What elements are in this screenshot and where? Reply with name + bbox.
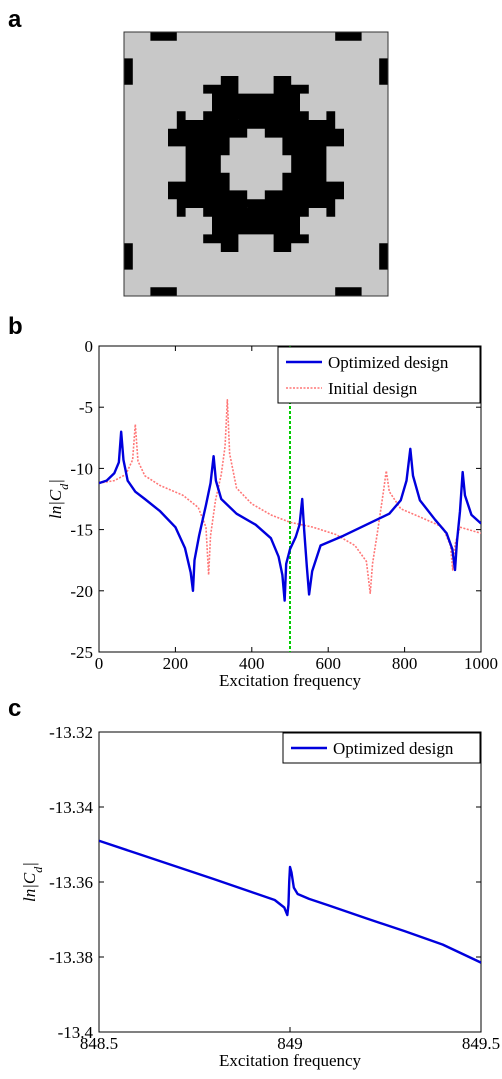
- x-tick-label: 0: [95, 654, 104, 673]
- series-group: [99, 839, 481, 964]
- topology-background: [123, 31, 389, 297]
- y-tick-label: -13.32: [49, 723, 93, 742]
- y-tick-label: -5: [79, 398, 93, 417]
- legend-label: Optimized design: [333, 739, 454, 758]
- x-tick-label: 849: [277, 1034, 303, 1053]
- legend-label: Optimized design: [328, 353, 449, 372]
- x-tick-label: 200: [163, 654, 189, 673]
- y-tick-label: -13.38: [49, 948, 93, 967]
- y-axis-label: ln|Cd|: [20, 862, 45, 902]
- chart-c: 848.5 849 849.5 -13.32 -13.34 -13.36 -13.38 -13…: [20, 723, 500, 1070]
- topology-frame: [123, 31, 389, 297]
- x-tick-label: 848.5: [80, 1034, 118, 1053]
- y-tick-label: 0: [85, 337, 94, 356]
- x-tick-label: 800: [392, 654, 418, 673]
- x-tick-label: 1000: [464, 654, 498, 673]
- legend-label: Initial design: [328, 379, 418, 398]
- y-tick-label: -15: [70, 521, 93, 540]
- legend-box: [277, 346, 481, 404]
- x-tick-label: 849.5: [462, 1034, 500, 1053]
- chart-b: 0 200 400 600 800 1000 0 -5 -10 -15 -20 -25 Excitati…: [46, 337, 498, 690]
- panel-letter-c: c: [8, 695, 21, 722]
- series-line-optimized-design: [99, 839, 481, 964]
- y-tick-label: -13.4: [58, 1023, 94, 1042]
- series-line-initial-design: [99, 399, 481, 595]
- y-tick-label: -20: [70, 582, 93, 601]
- y-tick-label: -13.36: [49, 873, 93, 892]
- y-tick-label: -13.34: [49, 798, 93, 817]
- x-tick-label: 600: [315, 654, 341, 673]
- series-line-optimized-design: [99, 430, 481, 602]
- y-tick-label: -10: [70, 459, 93, 478]
- x-axis-label: Excitation frequency: [219, 671, 362, 690]
- x-axis-label: Excitation frequency: [219, 1051, 362, 1070]
- legend: Optimized design Initial design: [277, 346, 481, 404]
- y-axis-label: ln|Cd|: [46, 479, 71, 519]
- legend: Optimized design: [282, 732, 481, 764]
- y-tick-label: -25: [70, 643, 93, 662]
- x-tick-label: 400: [239, 654, 265, 673]
- panel-letter-b: b: [8, 313, 23, 340]
- panel-letter-a: a: [8, 6, 22, 33]
- topology-image: [123, 31, 389, 297]
